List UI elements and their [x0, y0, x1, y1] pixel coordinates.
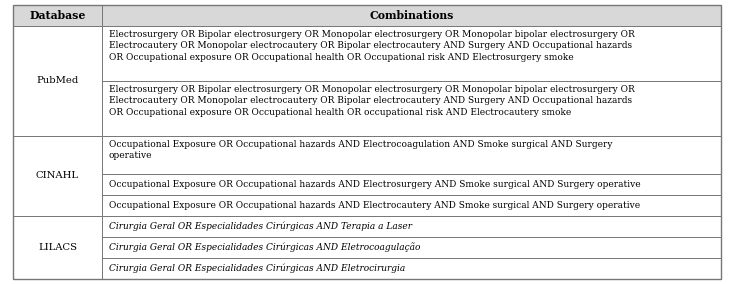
- Text: Occupational Exposure OR Occupational hazards AND Electrosurgery AND Smoke surgi: Occupational Exposure OR Occupational ha…: [109, 180, 640, 189]
- Text: CINAHL: CINAHL: [36, 171, 79, 180]
- Bar: [13, 26, 101, 136]
- Text: Cirurgia Geral OR Especialidades Cirúrgicas AND Terapia a Laser: Cirurgia Geral OR Especialidades Cirúrgi…: [109, 222, 412, 231]
- Bar: [101, 258, 721, 279]
- Bar: [101, 216, 721, 237]
- Bar: [101, 237, 721, 258]
- Text: Database: Database: [29, 10, 86, 21]
- Text: Electrosurgery OR Bipolar electrosurgery OR Monopolar electrosurgery OR Monopola: Electrosurgery OR Bipolar electrosurgery…: [109, 85, 634, 117]
- Bar: [13, 216, 101, 279]
- Bar: [101, 81, 721, 136]
- Text: Cirurgia Geral OR Especialidades Cirúrgicas AND Eletrocirurgia: Cirurgia Geral OR Especialidades Cirúrgi…: [109, 264, 405, 273]
- Text: Occupational Exposure OR Occupational hazards AND Electrocoagulation AND Smoke s: Occupational Exposure OR Occupational ha…: [109, 140, 612, 160]
- Text: Occupational Exposure OR Occupational hazards AND Electrocautery AND Smoke surgi: Occupational Exposure OR Occupational ha…: [109, 201, 640, 210]
- Text: LILACS: LILACS: [38, 243, 77, 252]
- Bar: [101, 26, 721, 81]
- Bar: [101, 174, 721, 195]
- Bar: [13, 136, 101, 216]
- Bar: [101, 136, 721, 174]
- Bar: [101, 5, 721, 26]
- Text: PubMed: PubMed: [36, 76, 79, 85]
- Text: Electrosurgery OR Bipolar electrosurgery OR Monopolar electrosurgery OR Monopola: Electrosurgery OR Bipolar electrosurgery…: [109, 30, 634, 62]
- Bar: [101, 195, 721, 216]
- Bar: [13, 5, 101, 26]
- Text: Combinations: Combinations: [369, 10, 454, 21]
- Text: Cirurgia Geral OR Especialidades Cirúrgicas AND Eletrocoagulação: Cirurgia Geral OR Especialidades Cirúrgi…: [109, 243, 420, 252]
